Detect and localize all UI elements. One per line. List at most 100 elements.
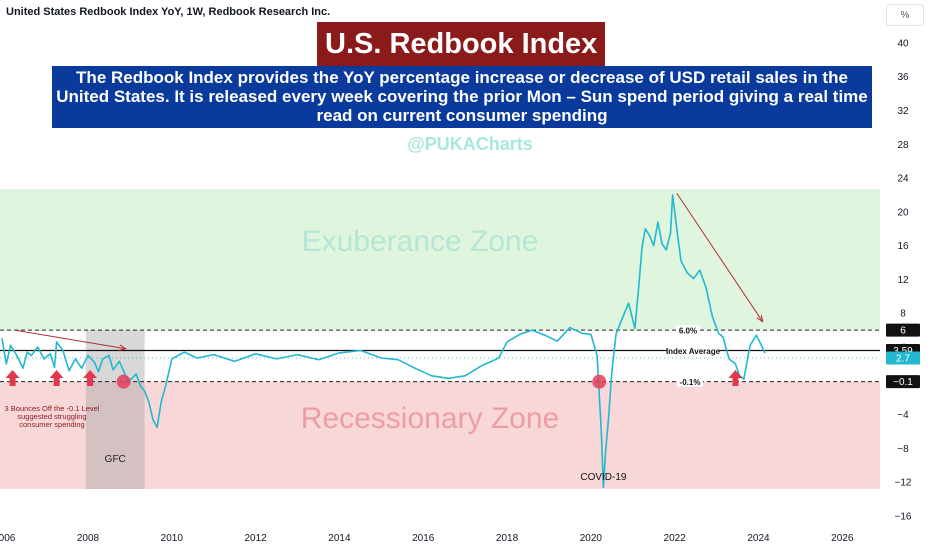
data-point <box>734 363 737 365</box>
data-point <box>62 349 64 352</box>
x-tick-label: 2026 <box>831 533 854 544</box>
label-neg-01pct: -0.1% <box>680 378 701 387</box>
x-tick-label: 2012 <box>244 533 267 544</box>
data-point <box>638 283 640 285</box>
y-tick-label: −16 <box>895 512 912 523</box>
y-tick-label: 40 <box>897 38 909 49</box>
data-point <box>671 194 674 196</box>
data-point <box>653 245 655 247</box>
data-point <box>213 354 215 356</box>
y-tick-label: 24 <box>897 174 909 185</box>
data-point <box>255 353 257 355</box>
trend-arrow-head-2 <box>756 314 764 323</box>
data-point <box>152 419 154 421</box>
data-point <box>711 316 713 318</box>
annotation-bounces-line-2: suggested struggling <box>17 412 86 421</box>
data-point <box>37 346 39 348</box>
data-point <box>506 341 508 343</box>
data-point <box>615 333 617 335</box>
data-point <box>74 358 77 360</box>
bounce-arrow-3 <box>83 370 98 386</box>
data-point <box>604 452 607 454</box>
data-point <box>338 352 341 354</box>
recessionary-zone-label: Recessionary Zone <box>301 402 559 435</box>
data-point <box>600 430 602 433</box>
annotation-covid: COVID-19 <box>580 472 627 483</box>
data-point <box>705 287 707 289</box>
data-point <box>447 377 449 379</box>
x-tick-label: 2006 <box>0 533 16 544</box>
data-point <box>196 357 198 359</box>
data-point <box>397 359 399 361</box>
data-point <box>317 359 320 361</box>
data-point <box>43 358 45 360</box>
data-point <box>680 260 682 262</box>
y-tick-label: −8 <box>897 444 909 455</box>
data-point <box>755 334 757 336</box>
axis-badge-4: −0.1 <box>893 377 913 388</box>
data-point <box>156 426 158 428</box>
trend-arrow-2 <box>676 192 764 322</box>
annotation-bounces-line-3: consumer spending <box>19 420 84 429</box>
x-tick-label: 2016 <box>412 533 435 544</box>
x-tick-label: 2010 <box>161 533 184 544</box>
data-point <box>108 354 110 357</box>
data-point <box>759 343 762 345</box>
data-point <box>26 351 28 353</box>
trend-arrow-head-1 <box>118 344 127 351</box>
bounce-circle-1 <box>116 374 131 389</box>
exuberance-zone <box>0 189 880 331</box>
data-point <box>641 246 643 248</box>
label-index-average: Index Average <box>666 347 721 356</box>
axis-badge-bg-3 <box>886 351 920 365</box>
data-point <box>275 358 278 360</box>
axis-badge-2: 3.59 <box>893 346 913 357</box>
data-point <box>657 221 659 223</box>
data-point <box>764 352 766 354</box>
data-point <box>722 336 724 338</box>
data-point <box>164 386 167 388</box>
x-tick-label: 2014 <box>328 533 351 544</box>
data-point <box>183 351 185 353</box>
data-point <box>296 354 299 356</box>
data-point <box>692 278 695 280</box>
gfc-label: GFC <box>105 454 126 465</box>
y-tick-label: 32 <box>897 106 909 117</box>
data-point <box>531 329 533 331</box>
data-point <box>596 354 598 357</box>
data-point <box>359 349 361 352</box>
gfc-shading <box>85 330 145 489</box>
data-point <box>590 333 592 335</box>
y-tick-label: 20 <box>897 207 909 218</box>
bounce-arrow-4 <box>728 370 743 386</box>
data-point <box>569 327 571 329</box>
data-point <box>581 332 584 335</box>
data-point <box>380 357 382 359</box>
data-point <box>665 249 667 251</box>
banner-description: The Redbook Index provides the YoY perce… <box>52 66 872 128</box>
data-point <box>498 357 500 359</box>
data-point <box>135 373 137 375</box>
data-point <box>102 358 104 360</box>
unit-selector[interactable]: % <box>886 4 924 26</box>
data-point <box>556 340 558 342</box>
data-point <box>544 334 546 336</box>
data-point <box>53 366 56 368</box>
data-point <box>16 354 18 357</box>
x-tick-label: 2020 <box>580 533 603 544</box>
y-tick-label: 36 <box>897 72 909 83</box>
data-point <box>464 375 466 377</box>
bounce-arrow-1 <box>5 370 20 386</box>
data-point <box>602 486 605 488</box>
label-index-average-bg <box>667 345 719 356</box>
label-6pct: 6.0% <box>679 327 697 336</box>
axis-badge-bg-4 <box>886 375 920 389</box>
x-tick-label: 2018 <box>496 533 519 544</box>
data-point <box>607 418 610 420</box>
data-point <box>97 370 100 373</box>
data-point <box>669 232 672 234</box>
data-point <box>718 332 720 335</box>
data-point <box>112 369 114 371</box>
data-point <box>30 354 33 357</box>
axis-badge-1: 6 <box>900 326 906 337</box>
